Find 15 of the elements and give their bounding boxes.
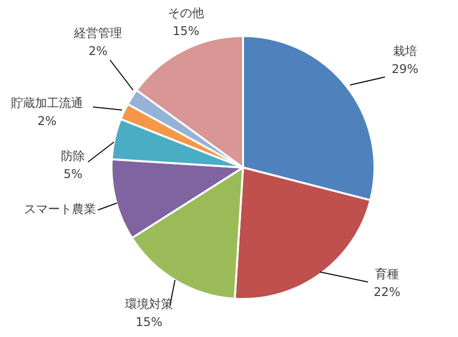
data-label: 29%	[392, 62, 418, 76]
data-label: 15%	[136, 315, 162, 330]
slice-label: 育種	[375, 267, 399, 282]
slice-label: 経営管理	[73, 26, 122, 40]
slice-label: スマート農業	[24, 202, 96, 216]
slice-label: その他	[168, 6, 204, 20]
slice-label: 貯蔵加工流通	[11, 96, 83, 110]
slice-label: 栽培	[393, 44, 417, 58]
data-label: 5%	[63, 167, 83, 182]
slice-label: 防除	[61, 149, 85, 164]
data-label: 22%	[374, 285, 400, 300]
slice-label: 環境対策	[125, 297, 173, 312]
data-label: 15%	[172, 24, 200, 38]
data-label: 2%	[88, 44, 108, 58]
data-label: 2%	[37, 114, 57, 128]
